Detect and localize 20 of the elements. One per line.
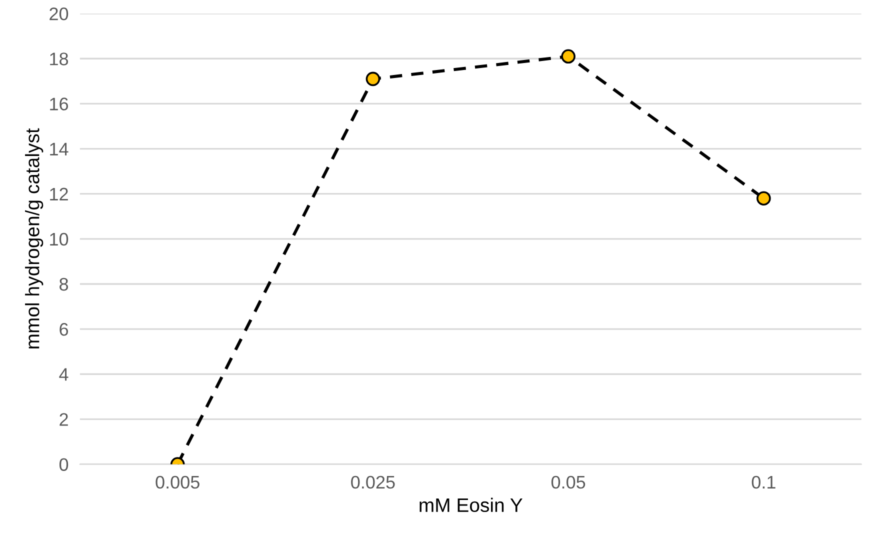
- y-tick-label: 6: [60, 322, 68, 336]
- y-tick-label: 10: [50, 232, 68, 246]
- y-tick-label: 12: [50, 188, 68, 200]
- x-tick-label: 0.005: [156, 476, 200, 489]
- y-tick-label: 2: [60, 413, 68, 426]
- point: [756, 191, 771, 206]
- y-tick-label: 4: [59, 368, 68, 381]
- y-tick-label: 8: [60, 278, 68, 291]
- y-tick-label: 16: [50, 98, 68, 110]
- point: [561, 49, 576, 64]
- x-tick-label: 0.025: [351, 476, 395, 489]
- x-axis-title: mM Eosin Y: [420, 498, 522, 512]
- point: [366, 72, 380, 86]
- y-axis-title: mmol hydrogen/g catalyst: [25, 128, 44, 348]
- y-tick-label: 20: [50, 8, 68, 20]
- y-tick-label: 14: [50, 142, 68, 156]
- y-tick-label: 18: [50, 52, 68, 66]
- x-tick-label: 0.05: [551, 476, 586, 489]
- y-tick-label: 0: [59, 458, 68, 471]
- x-tick-label: 0.1: [752, 476, 776, 489]
